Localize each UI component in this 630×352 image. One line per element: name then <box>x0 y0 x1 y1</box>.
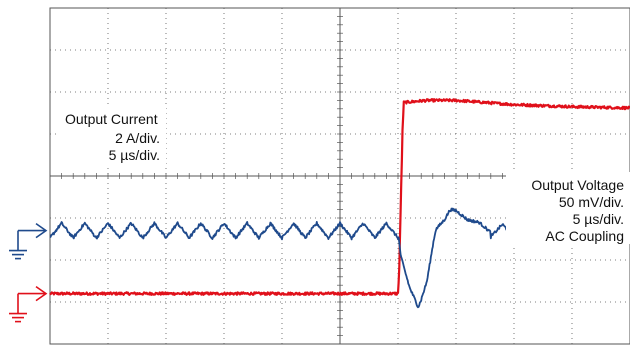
voltage-label-bg <box>506 172 630 244</box>
output-current-trace <box>49 98 630 296</box>
voltage-annotation-timebase: 5 µs/div. <box>573 211 624 227</box>
voltage-annotation-title: Output Voltage <box>531 177 624 193</box>
voltage-annotation-scale: 50 mV/div. <box>559 194 624 210</box>
current-annotation-title: Output Current <box>65 111 158 127</box>
voltage-annotation-coupling: AC Coupling <box>545 228 624 244</box>
voltage-ground-marker-icon <box>9 222 48 260</box>
current-label-bg <box>56 106 166 164</box>
current-annotation-scale: 2 A/div. <box>115 130 160 146</box>
current-annotation-timebase: 5 µs/div. <box>109 147 160 163</box>
current-ground-marker-icon <box>9 285 48 323</box>
